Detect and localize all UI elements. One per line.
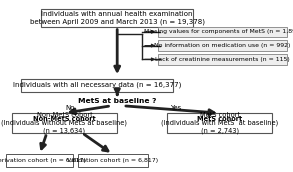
FancyBboxPatch shape bbox=[6, 154, 73, 167]
FancyBboxPatch shape bbox=[167, 113, 272, 133]
FancyBboxPatch shape bbox=[158, 40, 287, 51]
Text: MetS cohort: MetS cohort bbox=[197, 116, 242, 122]
Text: No information on medication use (n = 992): No information on medication use (n = 99… bbox=[154, 43, 291, 48]
Text: Non-MetS cohort: Non-MetS cohort bbox=[33, 116, 96, 122]
Text: Missing values for components of MetS (n = 1,894): Missing values for components of MetS (n… bbox=[144, 29, 293, 34]
Text: Individuals with annual health examination
between April 2009 and March 2013 (n : Individuals with annual health examinati… bbox=[30, 11, 205, 25]
Text: Derivation cohort (n = 6,817): Derivation cohort (n = 6,817) bbox=[0, 158, 86, 163]
FancyBboxPatch shape bbox=[158, 27, 287, 37]
Text: MetS cohort
(Individuals with MetS  at baseline)
(n = 2,743): MetS cohort (Individuals with MetS at ba… bbox=[161, 112, 278, 134]
FancyBboxPatch shape bbox=[78, 154, 148, 167]
Text: Yes: Yes bbox=[170, 105, 181, 110]
Text: Lack of creatinine measurements (n = 115): Lack of creatinine measurements (n = 115… bbox=[155, 57, 290, 62]
FancyBboxPatch shape bbox=[41, 9, 193, 27]
FancyBboxPatch shape bbox=[21, 79, 173, 92]
Text: MetS at baseline ?: MetS at baseline ? bbox=[78, 99, 156, 104]
Text: Non-MetS cohort
(Individuals without MetS at baseline)
(n = 13,634): Non-MetS cohort (Individuals without Met… bbox=[1, 112, 127, 134]
Text: Individuals with all necessary data (n = 16,377): Individuals with all necessary data (n =… bbox=[13, 82, 181, 88]
Text: No: No bbox=[66, 105, 75, 110]
FancyBboxPatch shape bbox=[158, 54, 287, 64]
Text: Validation cohort (n = 6,817): Validation cohort (n = 6,817) bbox=[67, 158, 159, 163]
FancyBboxPatch shape bbox=[12, 113, 117, 133]
